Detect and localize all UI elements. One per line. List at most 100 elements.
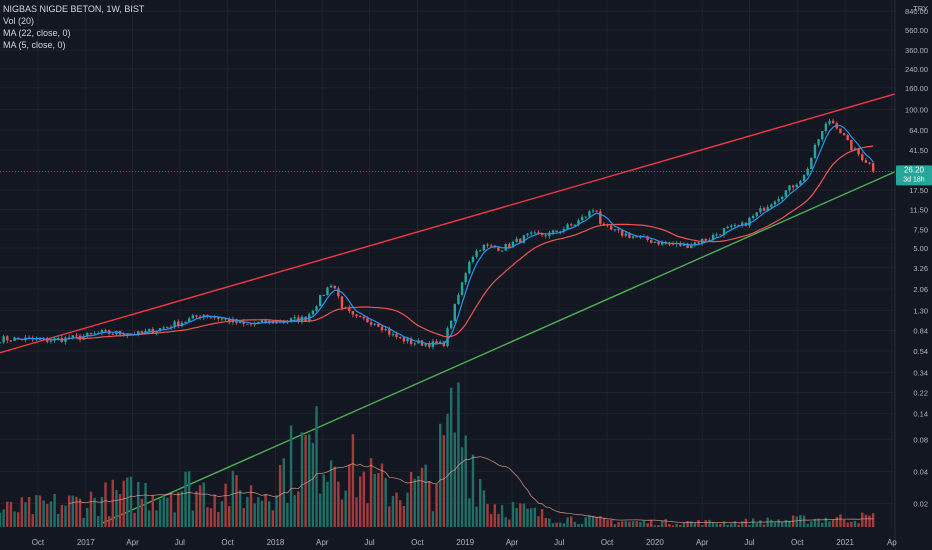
candle-body xyxy=(315,306,318,311)
volume-bar xyxy=(42,500,45,527)
volume-bar xyxy=(482,490,486,527)
volume-bar xyxy=(257,497,260,527)
candle-body xyxy=(184,321,187,323)
candle-body xyxy=(824,123,828,132)
volume-bar xyxy=(580,523,584,527)
candle-body xyxy=(802,174,806,182)
volume-bar xyxy=(71,495,74,527)
volume-bar xyxy=(548,518,551,527)
volume-bar xyxy=(449,387,453,527)
candle-body xyxy=(86,332,89,337)
volume-ma-line xyxy=(69,456,874,524)
volume-bar xyxy=(500,505,504,527)
volume-bar xyxy=(402,505,406,527)
volume-bar xyxy=(67,495,71,527)
volume-bar xyxy=(777,519,780,527)
volume-bar xyxy=(289,425,293,527)
candle-body xyxy=(722,228,726,235)
volume-bar xyxy=(868,515,871,527)
volume-bar xyxy=(242,508,245,527)
candle-body xyxy=(762,208,766,211)
last-price-countdown: 3d 18h xyxy=(903,176,925,183)
candle-body xyxy=(355,314,358,317)
time-tick-label: Apr xyxy=(316,538,329,547)
volume-bar xyxy=(337,481,340,527)
volume-bar xyxy=(573,521,577,527)
candle-body xyxy=(115,331,118,335)
volume-bar xyxy=(664,519,667,527)
symbol-title[interactable]: NIGBAS NIGDE BETON, 1W, BIST xyxy=(3,4,145,14)
volume-bar xyxy=(711,522,715,527)
time-axis[interactable]: Oct 2017 Apr Jul Oct 2018 Apr Jul Oct 2019 Apr Jul O… xyxy=(32,538,898,547)
volume-bar xyxy=(508,519,511,527)
volume-ma-line xyxy=(69,456,874,524)
candle-body xyxy=(620,230,624,236)
candle-body xyxy=(2,336,5,343)
candle-body xyxy=(777,199,780,202)
volume-bar xyxy=(486,503,489,527)
volume-bar xyxy=(584,517,587,527)
candle-body xyxy=(730,225,733,227)
volume-bar xyxy=(679,525,682,527)
price-axis[interactable]: 840.00 560.00 360.00 240.00 160.00 100.00 64.0… xyxy=(905,7,928,508)
candle-body xyxy=(748,217,751,226)
price-tick-label: 0.84 xyxy=(913,327,928,336)
volume-bar xyxy=(409,471,413,527)
volume-bar xyxy=(642,520,646,527)
volume-bar xyxy=(828,521,831,527)
time-tick-label: Apr xyxy=(126,538,139,547)
candle-body xyxy=(617,229,620,231)
volume-bar xyxy=(246,496,249,527)
volume-bar xyxy=(187,471,191,527)
ma5-indicator-label[interactable]: MA (5, close, 0) xyxy=(3,40,66,50)
trend-channel[interactable] xyxy=(0,93,896,524)
volume-bar xyxy=(740,521,744,527)
volume-bar xyxy=(384,478,387,527)
volume-bar xyxy=(551,523,555,527)
volume-bar xyxy=(719,523,722,527)
volume-bar xyxy=(671,525,675,527)
candle-body xyxy=(810,157,813,169)
candle-body xyxy=(395,334,398,338)
candle-body xyxy=(660,242,664,245)
volume-bar xyxy=(147,510,151,527)
candle-body xyxy=(599,211,602,224)
time-tick-label: Jul xyxy=(175,538,185,547)
volume-bar xyxy=(340,499,344,527)
volume-bar xyxy=(770,519,773,527)
candle-body xyxy=(453,304,456,321)
candle-body xyxy=(380,326,384,331)
candle-body xyxy=(435,341,438,344)
last-price-badge: 26.20 3d 18h xyxy=(896,165,932,186)
volume-bar xyxy=(293,495,296,527)
candle-body xyxy=(333,285,336,289)
volume-bar xyxy=(133,512,136,527)
volume-bar xyxy=(97,516,100,527)
time-tick-label: 2021 xyxy=(836,538,854,547)
volume-bar xyxy=(871,513,875,527)
candle-body xyxy=(868,162,871,164)
price-tick-label: 0.04 xyxy=(913,467,928,476)
volume-bar xyxy=(690,521,693,527)
candle-body xyxy=(602,223,606,225)
volume-bar xyxy=(9,501,13,527)
volume-bar xyxy=(380,463,384,527)
volume-bar xyxy=(220,501,224,527)
volume-bar xyxy=(660,521,664,527)
volume-bar xyxy=(2,509,5,527)
volume-bar xyxy=(479,478,482,527)
ma22-indicator-label[interactable]: MA (22, close, 0) xyxy=(3,28,71,38)
candle-body xyxy=(784,190,788,197)
candle-body xyxy=(821,131,824,140)
volume-bar xyxy=(715,523,718,527)
volume-bar xyxy=(300,432,304,527)
volume-bar xyxy=(137,482,140,527)
candle-body xyxy=(9,340,13,342)
last-price-value: 26.20 xyxy=(904,165,925,174)
volume-bar xyxy=(533,507,537,527)
volume-bar xyxy=(435,484,438,527)
volume-bar xyxy=(751,518,755,527)
vol-indicator-label[interactable]: Vol (20) xyxy=(3,16,35,26)
volume-bar xyxy=(35,495,38,527)
